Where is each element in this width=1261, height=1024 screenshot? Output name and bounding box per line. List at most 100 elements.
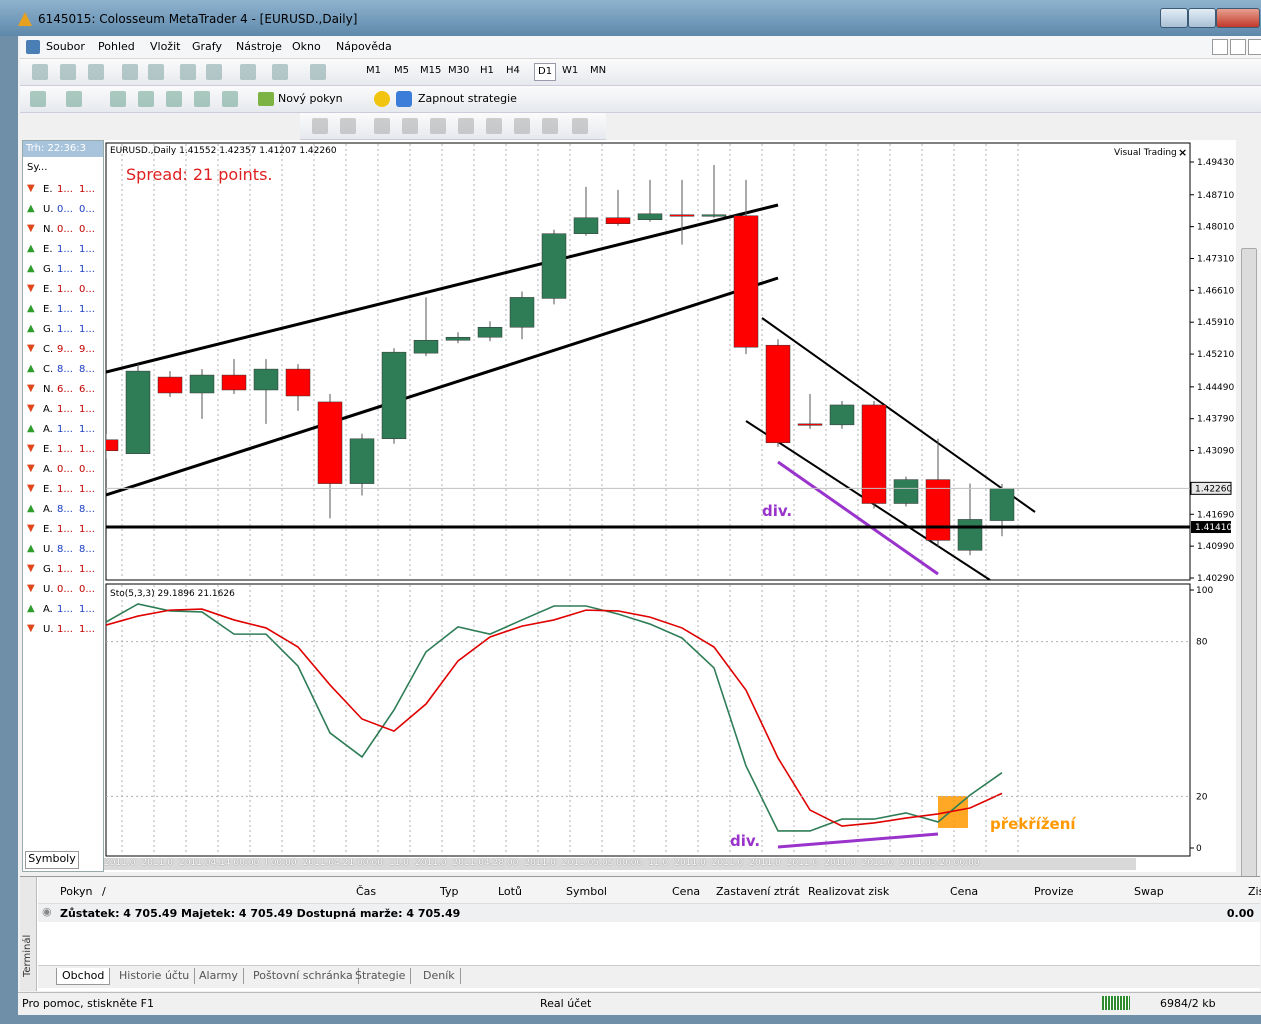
- market-row[interactable]: ▼ E. 1... 1...: [25, 181, 101, 201]
- drawing-tool[interactable]: [340, 118, 356, 134]
- x-tick-label: 2011.0: [824, 858, 856, 868]
- maximize-button[interactable]: [1188, 8, 1216, 28]
- timeframe-button[interactable]: M5: [394, 65, 409, 76]
- market-row[interactable]: ▲ G. 1... 1...: [25, 261, 101, 281]
- column-header[interactable]: Cena: [672, 885, 701, 898]
- column-header[interactable]: Pokyn: [60, 885, 93, 898]
- market-row[interactable]: ▼ C. 9... 9...: [25, 341, 101, 361]
- terminal-tab[interactable]: Deník: [418, 968, 461, 984]
- minimize-button[interactable]: [1160, 8, 1188, 28]
- close-button[interactable]: [1216, 8, 1260, 28]
- column-header[interactable]: Swap: [1134, 885, 1164, 898]
- terminal-tab[interactable]: Poštovní schránka: [248, 968, 359, 984]
- strategies-button[interactable]: Zapnout strategie: [418, 92, 517, 105]
- menu-item[interactable]: Nástroje: [236, 40, 282, 53]
- menu-item[interactable]: Vložit: [150, 40, 181, 53]
- market-row[interactable]: ▲ G. 1... 1...: [25, 321, 101, 341]
- menu-item[interactable]: Grafy: [192, 40, 222, 53]
- market-row[interactable]: ▲ A. 1... 1...: [25, 601, 101, 621]
- new-order-button[interactable]: Nový pokyn: [278, 92, 343, 105]
- toolbar-icon[interactable]: [30, 91, 46, 107]
- timeframe-button[interactable]: M30: [448, 65, 470, 76]
- terminal-tab[interactable]: Obchod: [56, 968, 111, 985]
- column-header[interactable]: Typ: [440, 885, 459, 898]
- drawing-tool[interactable]: [458, 118, 474, 134]
- market-row[interactable]: ▼ N. 6... 6...: [25, 381, 101, 401]
- toolbar-icon[interactable]: [180, 64, 196, 80]
- market-row[interactable]: ▲ E. 1... 1...: [25, 301, 101, 321]
- drawing-tool[interactable]: [374, 118, 390, 134]
- market-row[interactable]: ▲ U. 8... 8...: [25, 541, 101, 561]
- timeframe-button[interactable]: D1: [534, 63, 557, 81]
- close-expert[interactable]: ×: [1178, 146, 1187, 159]
- timeframe-button[interactable]: M15: [420, 65, 442, 76]
- toolbar-icon[interactable]: [122, 64, 138, 80]
- symbols-tab[interactable]: Symboly: [25, 851, 79, 869]
- mdi-button[interactable]: [1248, 39, 1261, 55]
- column-header[interactable]: /: [102, 885, 106, 898]
- toolbar-icon[interactable]: [60, 64, 76, 80]
- mdi-button[interactable]: [1230, 39, 1246, 55]
- market-row[interactable]: ▼ U. 0... 0...: [25, 581, 101, 601]
- drawing-tool[interactable]: [402, 118, 418, 134]
- toolbar-icon[interactable]: [272, 64, 288, 80]
- market-row[interactable]: ▼ G. 1... 1...: [25, 561, 101, 581]
- terminal-tab[interactable]: Alarmy: [194, 968, 244, 984]
- scroll-thumb[interactable]: [1241, 248, 1257, 930]
- market-row[interactable]: ▼ A. 1... 1...: [25, 401, 101, 421]
- market-row[interactable]: ▼ E. 1... 1...: [25, 481, 101, 501]
- column-header[interactable]: Zastavení ztrát: [716, 885, 800, 898]
- menu-item[interactable]: Nápověda: [336, 40, 392, 53]
- toolbar-icon[interactable]: [138, 91, 154, 107]
- terminal-tab[interactable]: Strategie: [350, 968, 412, 984]
- timeframe-button[interactable]: MN: [590, 65, 607, 76]
- mdi-button[interactable]: [1212, 39, 1228, 55]
- toolbar-icon[interactable]: [32, 64, 48, 80]
- column-header[interactable]: Zisk: [1248, 885, 1261, 898]
- toolbar-icon[interactable]: [194, 91, 210, 107]
- toolbar-icon[interactable]: [66, 91, 82, 107]
- menu-item[interactable]: Okno: [292, 40, 321, 53]
- timeframe-button[interactable]: W1: [562, 65, 579, 76]
- toolbar-icon[interactable]: [222, 91, 238, 107]
- y-tick-label: 80: [1196, 638, 1208, 648]
- toolbar-icon[interactable]: [240, 64, 256, 80]
- direction-icon: ▼: [27, 463, 35, 474]
- toolbar-icon[interactable]: [88, 64, 104, 80]
- scrollbar[interactable]: [1238, 140, 1258, 930]
- column-header[interactable]: Lotů: [498, 885, 522, 898]
- toolbar-icon[interactable]: [148, 64, 164, 80]
- timeframe-button[interactable]: H4: [506, 65, 520, 76]
- market-row[interactable]: ▼ N. 0... 0...: [25, 221, 101, 241]
- market-row[interactable]: ▲ C. 8... 8...: [25, 361, 101, 381]
- toolbar-icon[interactable]: [166, 91, 182, 107]
- toolbar-icon[interactable]: [110, 91, 126, 107]
- terminal-tab[interactable]: Historie účtu: [114, 968, 196, 984]
- column-header[interactable]: Realizovat zisk: [808, 885, 890, 898]
- drawing-tool[interactable]: [514, 118, 530, 134]
- drawing-tool[interactable]: [572, 118, 588, 134]
- drawing-tool[interactable]: [542, 118, 558, 134]
- column-header[interactable]: Čas: [356, 885, 377, 898]
- column-header[interactable]: Provize: [1034, 885, 1074, 898]
- market-row[interactable]: ▼ U. 1... 1...: [25, 621, 101, 641]
- drawing-tool[interactable]: [430, 118, 446, 134]
- timeframe-button[interactable]: H1: [480, 65, 494, 76]
- toolbar-icon[interactable]: [310, 64, 326, 80]
- market-row[interactable]: ▼ E. 1... 1...: [25, 441, 101, 461]
- toolbar-icon[interactable]: [206, 64, 222, 80]
- column-header[interactable]: Cena: [950, 885, 979, 898]
- market-row[interactable]: ▼ A. 0... 0...: [25, 461, 101, 481]
- drawing-tool[interactable]: [312, 118, 328, 134]
- timeframe-button[interactable]: M1: [366, 65, 381, 76]
- market-row[interactable]: ▲ A. 8... 8...: [25, 501, 101, 521]
- market-row[interactable]: ▲ U. 0... 0...: [25, 201, 101, 221]
- menu-item[interactable]: Soubor: [46, 40, 85, 53]
- menu-item[interactable]: Pohled: [98, 40, 135, 53]
- market-row[interactable]: ▼ E. 1... 1...: [25, 521, 101, 541]
- drawing-tool[interactable]: [486, 118, 502, 134]
- column-header[interactable]: Symbol: [566, 885, 607, 898]
- market-row[interactable]: ▲ E. 1... 1...: [25, 241, 101, 261]
- market-row[interactable]: ▼ E. 1... 0...: [25, 281, 101, 301]
- market-row[interactable]: ▲ A. 1... 1...: [25, 421, 101, 441]
